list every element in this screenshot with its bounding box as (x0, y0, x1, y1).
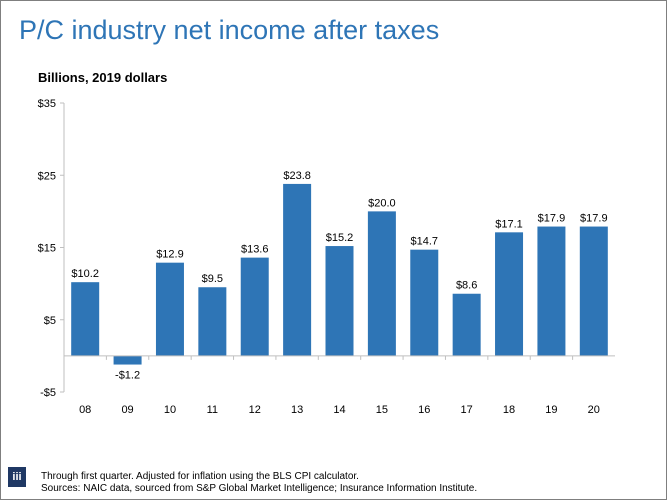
bar (113, 355, 142, 365)
x-tick-label: 10 (164, 404, 176, 416)
bar (537, 226, 566, 356)
bar (283, 183, 312, 356)
data-label: $10.2 (71, 268, 99, 280)
data-label: $17.9 (580, 213, 608, 225)
bar (495, 232, 524, 356)
x-tick-label: 08 (79, 404, 91, 416)
data-label: $9.5 (202, 273, 223, 285)
y-tick-label: $15 (38, 243, 56, 255)
x-tick-label: 18 (503, 404, 515, 416)
bar (155, 262, 184, 356)
x-tick-label: 19 (545, 404, 557, 416)
chart-subtitle: Billions, 2019 dollars (38, 70, 168, 85)
y-tick-label: $5 (44, 315, 56, 327)
data-label: -$1.2 (115, 370, 140, 382)
x-tick-label: 15 (376, 404, 388, 416)
bar (452, 293, 481, 356)
bar (71, 282, 100, 356)
y-tick-label: -$5 (40, 387, 56, 399)
data-label: $17.1 (495, 218, 523, 230)
bar (198, 287, 227, 356)
data-label: $13.6 (241, 244, 269, 256)
sources-note: Sources: NAIC data, sourced from S&P Glo… (41, 483, 478, 494)
data-label: $12.9 (156, 249, 184, 261)
data-label: $20.0 (368, 197, 396, 209)
iii-logo-icon: iii (8, 467, 26, 487)
x-tick-label: 11 (207, 404, 218, 416)
bar (410, 249, 439, 356)
x-tick-label: 14 (333, 404, 345, 416)
bar (240, 257, 269, 356)
bar (367, 211, 396, 356)
data-label: $15.2 (326, 232, 354, 244)
bar (579, 226, 608, 356)
data-label: $14.7 (411, 236, 439, 248)
x-tick-label: 16 (418, 404, 430, 416)
x-tick-label: 20 (588, 404, 600, 416)
page-title: P/C industry net income after taxes (19, 15, 440, 45)
x-tick-label: 17 (461, 404, 473, 416)
data-label: $17.9 (538, 213, 566, 225)
bar (325, 246, 354, 356)
x-tick-label: 13 (291, 404, 303, 416)
data-label: $23.8 (283, 170, 311, 182)
y-tick-label: $35 (38, 98, 56, 110)
x-tick-label: 09 (121, 404, 133, 416)
data-label: $8.6 (456, 280, 477, 292)
y-tick-label: $25 (38, 170, 56, 182)
footnote: Through first quarter. Adjusted for infl… (41, 471, 359, 482)
x-tick-label: 12 (249, 404, 261, 416)
